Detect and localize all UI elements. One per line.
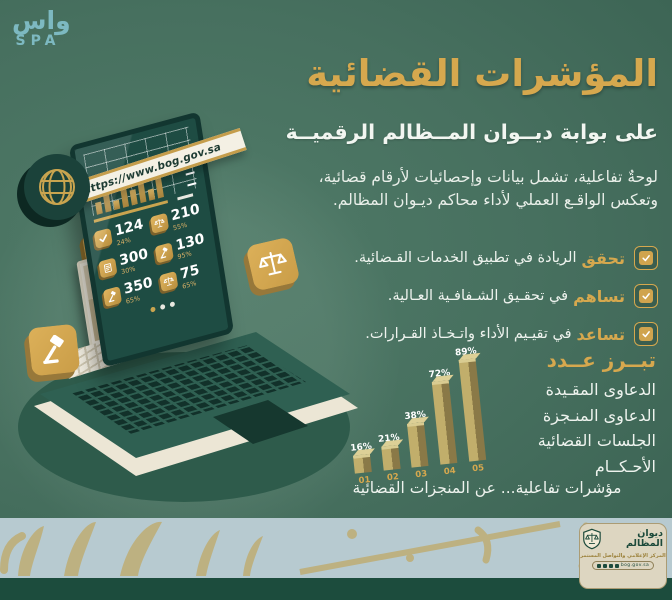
gavel-icon	[154, 242, 174, 264]
bullet-text: في تحقـيق الشـفافـية العـالية.	[387, 288, 569, 304]
highlight-section: تبــرز عــدد الدعاوى المقـيدة الدعاوى ال…	[330, 346, 656, 486]
checkbox-icon	[634, 322, 658, 346]
bullet-keyword: تساعد	[576, 324, 625, 344]
social-handle: bog.gov.sa	[620, 563, 650, 568]
spa-logo: واس SPA	[12, 6, 71, 49]
mini-bar	[147, 188, 156, 201]
calligraphy-strokes	[0, 521, 642, 576]
intro-line1: لوحةٌ تفاعلية، تشمل بيانات وإحصائيات لأر…	[318, 168, 658, 186]
document-icon	[98, 257, 118, 279]
spa-logo-arabic: واس	[12, 6, 71, 35]
mini-bar	[129, 189, 138, 206]
scales-icon	[149, 212, 170, 234]
bullet-text: الريادة في تطبيق الخدمات القـضائية.	[354, 250, 577, 266]
laptop-base	[34, 332, 358, 476]
bullet-item: تساعد في تقيـيم الأداء واتـخـاذ القـرارا…	[318, 322, 658, 346]
footer-note: مؤشرات تفاعلية... عن المنجزات القضائية	[352, 479, 622, 497]
bar-col: 38% 03	[404, 410, 433, 481]
spa-logo-latin: SPA	[15, 33, 61, 49]
mini-bar	[95, 201, 103, 215]
carousel-dot[interactable]	[159, 303, 166, 311]
bog-org-name: ديوان المظالم	[625, 528, 663, 549]
stat-cell: 350 65%	[102, 275, 159, 311]
carousel-dot[interactable]	[149, 306, 156, 313]
bar-col: 72% 04	[428, 368, 461, 477]
page-subtitle: على بوابة ديــوان المــظالم الرقميــة	[285, 120, 658, 144]
annual-bar	[431, 380, 458, 465]
bog-tagline: المركز الإعلامي والتواصل المستمر	[580, 553, 666, 559]
gavel-icon	[102, 286, 123, 308]
bullet-item: تحقق الريادة في تطبيق الخدمات القـضائية.	[318, 246, 658, 270]
bullet-keyword: تساهم	[573, 286, 625, 306]
highlight-item: الأحـكــام	[594, 456, 656, 476]
highlight-item: الجلسات القضائية	[537, 431, 656, 451]
bar-col: 89% 05	[455, 346, 490, 475]
bog-shield-emblem	[583, 528, 601, 550]
bog-logo-card: ديوان المظالم المركز الإعلامي والتواصل ا…	[579, 523, 667, 589]
scales-icon	[159, 271, 179, 293]
bottom-strip	[0, 578, 672, 600]
intro-line2: وتعكس الواقـع العملي لأداء محاكم ديـوان …	[332, 191, 658, 210]
social-icon	[608, 563, 613, 568]
gavel-tile-icon	[27, 323, 81, 377]
calligraphy-band	[0, 518, 672, 578]
social-pill: bog.gov.sa	[591, 561, 655, 570]
mini-bar	[113, 199, 121, 211]
bullet-text: في تقيـيم الأداء واتـخـاذ القـرارات.	[365, 326, 572, 342]
annual-bar	[458, 358, 486, 462]
bullet-item: تساهم في تحقـيق الشـفافـية العـالية.	[318, 284, 658, 308]
social-icon	[596, 563, 601, 568]
highlight-item: الدعاوى المنـجزة	[542, 405, 656, 425]
highlight-item: الدعاوى المقـيدة	[545, 380, 656, 399]
bullet-list: تحقق الريادة في تطبيق الخدمات القـضائية.…	[318, 246, 658, 360]
annual-bar	[407, 422, 429, 468]
social-icon	[614, 563, 619, 568]
bullet-keyword: تحقق	[581, 248, 625, 268]
checkbox-icon	[634, 246, 658, 270]
social-icon	[602, 563, 607, 568]
intro-text: لوحةٌ تفاعلية، تشمل بيانات وإحصائيات لأر…	[290, 166, 658, 213]
highlight-title: تبــرز عــدد	[546, 348, 656, 372]
check-icon	[93, 227, 113, 250]
highlight-text: تبــرز عــدد الدعاوى المقـيدة الدعاوى ال…	[504, 348, 656, 480]
bar-category-label: 04	[443, 466, 457, 478]
carousel-dot[interactable]	[169, 301, 175, 308]
bar-category-label: 05	[471, 463, 485, 475]
globe-badge	[24, 154, 90, 220]
checkbox-icon	[634, 284, 658, 308]
page-title: المؤشرات القضائية	[306, 52, 658, 95]
stat-cell: 75 65%	[159, 260, 215, 296]
bog-logo-row: ديوان المظالم	[583, 527, 663, 551]
globe-icon	[39, 169, 75, 205]
